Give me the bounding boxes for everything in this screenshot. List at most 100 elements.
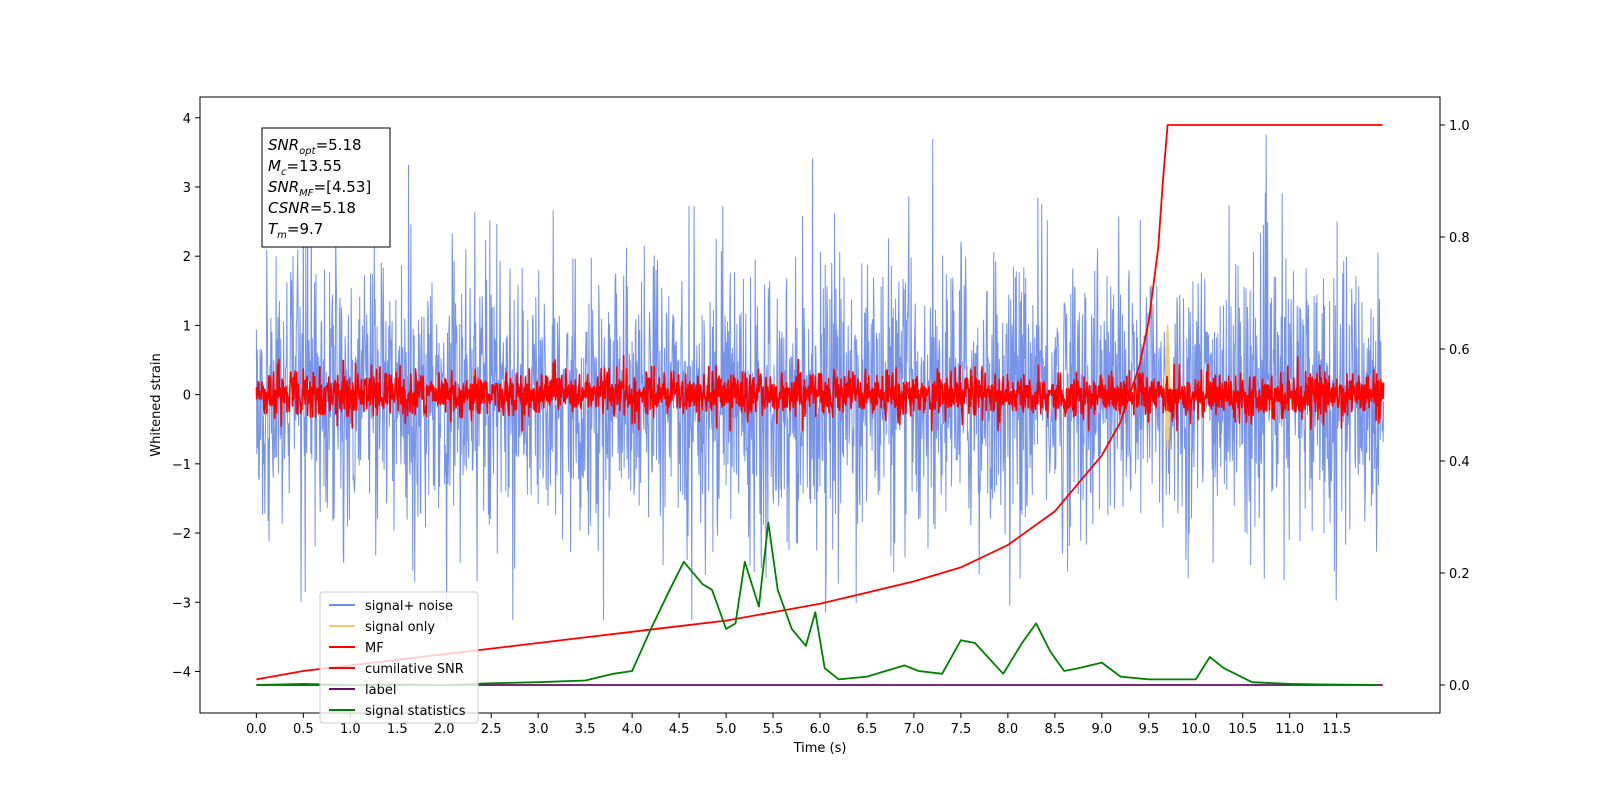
y-tick-label: −4 xyxy=(172,665,191,680)
y-tick: 1 xyxy=(183,319,200,334)
info-line: SNRMF=[4.53] xyxy=(268,178,371,199)
y2-tick-label: 1.0 xyxy=(1449,119,1470,134)
y2-tick: 0.0 xyxy=(1440,679,1470,694)
y-tick-label: 3 xyxy=(183,181,191,196)
y-tick-label: 4 xyxy=(183,112,191,127)
x-tick-label: 10.0 xyxy=(1181,722,1210,737)
x-tick-label: 1.5 xyxy=(387,722,408,737)
y-tick: −3 xyxy=(172,596,200,611)
y2-tick: 1.0 xyxy=(1440,119,1470,134)
y-tick-label: −1 xyxy=(172,458,191,473)
x-tick: 11.5 xyxy=(1322,713,1351,737)
y-axis-label: Whitened strain xyxy=(149,353,164,456)
x-tick-label: 11.0 xyxy=(1275,722,1304,737)
y-tick-label: −3 xyxy=(172,596,191,611)
x-tick-label: 9.0 xyxy=(1091,722,1112,737)
y-tick-label: 0 xyxy=(183,389,191,404)
x-tick-label: 4.5 xyxy=(669,722,690,737)
y2-tick-label: 0.0 xyxy=(1449,679,1470,694)
x-tick-label: 10.5 xyxy=(1228,722,1257,737)
x-tick-label: 4.0 xyxy=(622,722,643,737)
x-tick-label: 9.5 xyxy=(1138,722,1159,737)
y-axis-left: −4 −3 −2 −1 0 1 2 3 4 xyxy=(172,112,200,680)
y-tick: 0 xyxy=(183,389,200,404)
x-tick: 3.5 xyxy=(575,713,596,737)
x-tick-label: 7.5 xyxy=(951,722,972,737)
x-tick: 0.0 xyxy=(246,713,267,737)
x-tick: 11.0 xyxy=(1275,713,1304,737)
info-line: Mc=13.55 xyxy=(268,157,342,178)
x-tick-label: 6.0 xyxy=(810,722,831,737)
x-tick: 8.0 xyxy=(998,713,1018,737)
legend: signal+ noise signal only MF cumilative SNR… xyxy=(319,591,479,724)
x-tick: 8.5 xyxy=(1045,713,1066,737)
x-tick: 6.0 xyxy=(810,713,831,737)
series-signal-statistics xyxy=(256,521,1379,686)
y2-tick: 0.4 xyxy=(1440,455,1470,470)
y2-tick: 0.6 xyxy=(1440,343,1470,358)
legend-label: MF xyxy=(365,641,384,656)
x-tick: 3.0 xyxy=(528,713,549,737)
y2-tick-label: 0.2 xyxy=(1449,567,1470,582)
x-tick: 7.5 xyxy=(951,713,972,737)
y-tick: 3 xyxy=(183,181,200,196)
x-tick: 4.0 xyxy=(622,713,643,737)
info-box-frame xyxy=(261,127,391,248)
x-tick-label: 2.5 xyxy=(481,722,502,737)
x-tick: 5.5 xyxy=(763,713,784,737)
legend-label: cumilative SNR xyxy=(365,662,464,677)
legend-frame xyxy=(319,591,479,724)
y-tick-label: 1 xyxy=(183,319,191,334)
legend-label: label xyxy=(365,683,396,698)
legend-entry: signal only xyxy=(329,620,435,635)
y-tick: −4 xyxy=(172,665,200,680)
legend-entry: MF xyxy=(329,641,384,656)
info-box: SNRopt=5.18Mc=13.55SNRMF=[4.53]CSNR=5.18… xyxy=(261,127,391,248)
y-axis-right: 0.0 0.2 0.4 0.6 0.8 1.0 xyxy=(1440,119,1470,694)
x-tick: 9.0 xyxy=(1091,713,1112,737)
y2-tick: 0.2 xyxy=(1440,567,1470,582)
info-line: SNRopt=5.18 xyxy=(268,136,362,157)
x-tick: 7.0 xyxy=(904,713,925,737)
x-tick-label: 5.5 xyxy=(763,722,784,737)
x-axis: 0.0 0.5 1.0 1.5 2.0 2.5 3.0 3.5 4.0 4.5 5.0 5.5 6.0 6… xyxy=(246,713,1351,737)
y-tick-label: 2 xyxy=(183,250,191,265)
x-tick-label: 0.0 xyxy=(246,722,267,737)
legend-entry: signal statistics xyxy=(329,704,466,719)
y2-tick-label: 0.6 xyxy=(1449,343,1470,358)
y2-tick: 0.8 xyxy=(1440,231,1470,246)
y2-tick-label: 0.4 xyxy=(1449,455,1470,470)
legend-label: signal only xyxy=(365,620,435,635)
legend-entry: label xyxy=(329,683,396,698)
y-tick: −2 xyxy=(172,527,200,542)
x-tick: 10.0 xyxy=(1181,713,1210,737)
x-tick: 6.5 xyxy=(857,713,878,737)
x-tick-label: 3.5 xyxy=(575,722,596,737)
x-tick: 2.5 xyxy=(481,713,502,737)
x-tick-label: 1.0 xyxy=(340,722,361,737)
x-tick: 10.5 xyxy=(1228,713,1257,737)
x-tick-label: 2.0 xyxy=(434,722,455,737)
x-tick-label: 5.0 xyxy=(716,722,737,737)
series-mf xyxy=(255,354,1385,432)
y2-tick-label: 0.8 xyxy=(1449,231,1470,246)
legend-label: signal+ noise xyxy=(365,599,453,614)
x-tick: 5.0 xyxy=(716,713,737,737)
x-tick-label: 11.5 xyxy=(1322,722,1351,737)
x-tick: 9.5 xyxy=(1138,713,1159,737)
x-tick: 0.5 xyxy=(293,713,314,737)
x-tick: 4.5 xyxy=(669,713,690,737)
x-axis-label: Time (s) xyxy=(793,741,847,756)
x-tick-label: 0.5 xyxy=(293,722,314,737)
x-tick-label: 6.5 xyxy=(857,722,878,737)
y-tick-label: −2 xyxy=(172,527,191,542)
legend-entry: cumilative SNR xyxy=(329,662,464,677)
y-tick: 2 xyxy=(183,250,200,265)
x-tick-label: 8.5 xyxy=(1045,722,1066,737)
legend-entry: signal+ noise xyxy=(329,599,453,614)
info-line: Tm=9.7 xyxy=(268,220,323,241)
x-tick-label: 7.0 xyxy=(904,722,925,737)
info-line: CSNR=5.18 xyxy=(268,199,356,217)
y-tick: 4 xyxy=(183,112,200,127)
